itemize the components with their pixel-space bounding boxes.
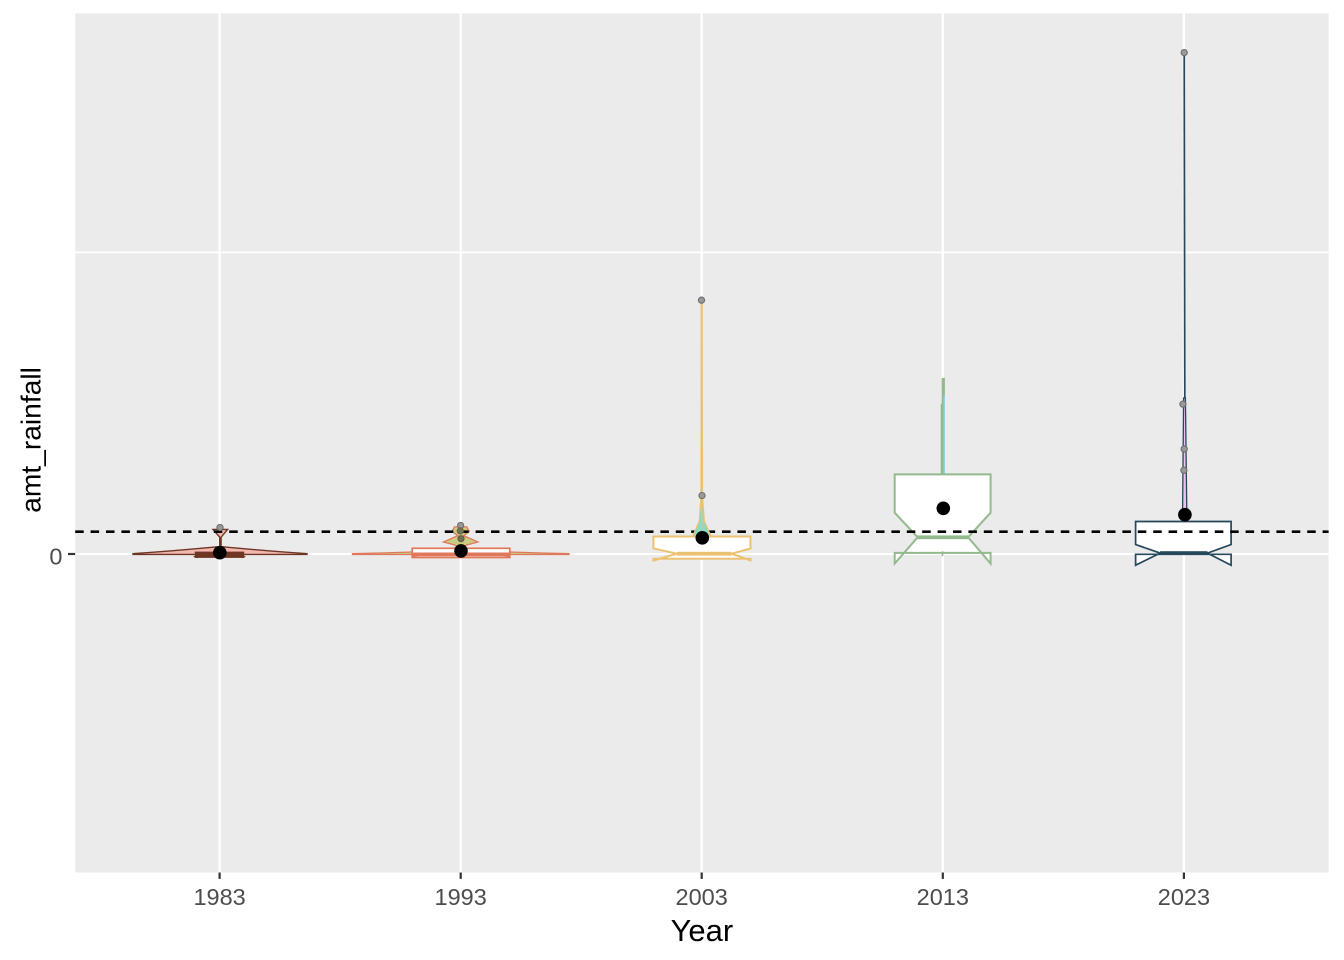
- svg-text:Year: Year: [671, 913, 734, 948]
- svg-text:amt_rainfall: amt_rainfall: [14, 367, 46, 513]
- svg-text:1983: 1983: [193, 884, 245, 910]
- svg-text:2003: 2003: [676, 884, 728, 910]
- svg-text:2013: 2013: [917, 884, 969, 910]
- svg-text:2023: 2023: [1158, 884, 1210, 910]
- svg-text:0: 0: [49, 543, 62, 569]
- svg-text:1993: 1993: [435, 884, 487, 910]
